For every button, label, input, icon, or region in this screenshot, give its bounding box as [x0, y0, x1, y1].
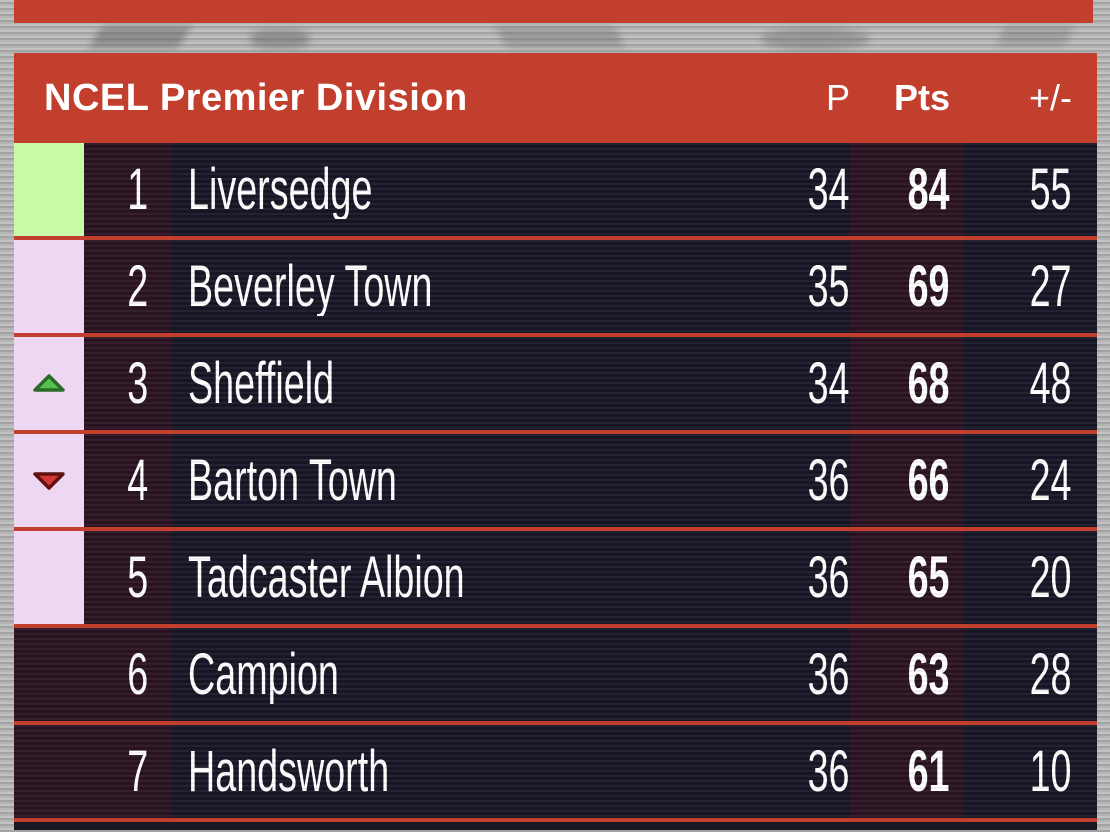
indicator-cell — [14, 531, 84, 624]
team-name-cell: Handsworth — [188, 742, 390, 801]
background-blur-shape — [996, 26, 1074, 46]
team-name-cell: Beverley Town — [188, 257, 433, 316]
background-blur-shape — [88, 26, 192, 48]
table-row: 7 Handsworth 36 61 10 — [14, 725, 1097, 822]
position-cell: 6 — [84, 628, 172, 721]
points-cell: 65 — [850, 531, 964, 624]
position-cell: 5 — [84, 531, 172, 624]
league-title: NCEL Premier Division — [44, 76, 468, 119]
table-row: 6 Campion 36 63 28 — [14, 628, 1097, 725]
table-footer-strip — [14, 822, 1097, 830]
table-row: 3 Sheffield 34 68 48 — [14, 337, 1097, 434]
indicator-cell — [14, 143, 84, 236]
points-cell: 68 — [850, 337, 964, 430]
background-blur-shape — [250, 30, 310, 48]
down-arrow-icon — [33, 472, 65, 490]
position-cell: 3 — [84, 337, 172, 430]
column-header-points: Pts — [893, 77, 950, 118]
team-name-cell: Tadcaster Albion — [188, 548, 465, 607]
plusminus-cell: 27 — [1030, 253, 1072, 319]
indicator-cell — [14, 628, 84, 721]
plusminus-cell: 28 — [1030, 641, 1072, 707]
points-cell: 69 — [850, 240, 964, 333]
top-widget-edge-bar — [14, 0, 1093, 23]
table-row: 1 Liversedge 34 84 55 — [14, 143, 1097, 240]
points-cell: 63 — [850, 628, 964, 721]
position-cell: 2 — [84, 240, 172, 333]
points-cell: 66 — [850, 434, 964, 527]
indicator-cell — [14, 240, 84, 333]
table-row: 4 Barton Town 36 66 24 — [14, 434, 1097, 531]
column-header-played: P — [825, 77, 850, 118]
team-name-cell: Liversedge — [188, 160, 373, 219]
played-cell: 35 — [808, 253, 850, 319]
team-name-cell: Sheffield — [188, 354, 335, 413]
plusminus-cell: 20 — [1030, 544, 1072, 610]
plusminus-cell: 48 — [1030, 350, 1072, 416]
team-name-cell: Barton Town — [188, 451, 397, 510]
table-row: 5 Tadcaster Albion 36 65 20 — [14, 531, 1097, 628]
position-cell: 4 — [84, 434, 172, 527]
team-name-cell: Campion — [188, 645, 339, 704]
position-cell: 1 — [84, 143, 172, 236]
position-cell: 7 — [84, 725, 172, 818]
up-arrow-icon — [33, 374, 65, 392]
plusminus-cell: 55 — [1030, 156, 1072, 222]
indicator-cell — [14, 337, 84, 430]
column-header-plusminus: +/- — [1028, 77, 1072, 118]
played-cell: 36 — [808, 738, 850, 804]
played-cell: 36 — [808, 641, 850, 707]
background-blur-shape — [495, 27, 625, 47]
league-table: NCEL Premier Division P Pts +/- 1 Livers… — [14, 53, 1097, 830]
played-cell: 36 — [808, 447, 850, 513]
indicator-cell — [14, 434, 84, 527]
table-row: 2 Beverley Town 35 69 27 — [14, 240, 1097, 337]
played-cell: 34 — [808, 350, 850, 416]
points-cell: 61 — [850, 725, 964, 818]
plusminus-cell: 24 — [1030, 447, 1072, 513]
points-cell: 84 — [850, 143, 964, 236]
plusminus-cell: 10 — [1030, 738, 1072, 804]
table-header: NCEL Premier Division P Pts +/- — [14, 53, 1097, 143]
indicator-cell — [14, 725, 84, 818]
table-rows: 1 Liversedge 34 84 55 2 Beverley Town 35… — [14, 143, 1097, 822]
background-blur-shape — [760, 28, 870, 50]
played-cell: 34 — [808, 156, 850, 222]
played-cell: 36 — [808, 544, 850, 610]
